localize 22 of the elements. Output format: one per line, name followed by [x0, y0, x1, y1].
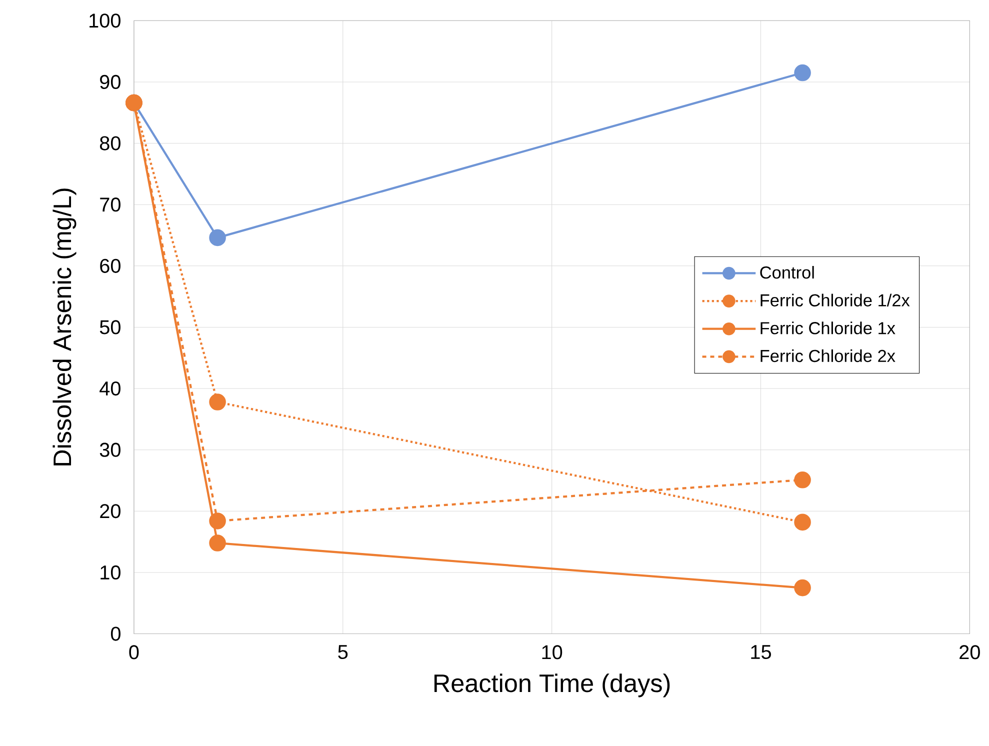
x-tick-label: 20 — [960, 644, 980, 660]
x-tick-label: 15 — [751, 644, 771, 659]
legend-label: Control — [760, 266, 814, 278]
y-tick-label: 90 — [100, 74, 120, 89]
x-tick-label: 0 — [129, 644, 139, 660]
x-axis-title: Reaction Time (days) — [434, 673, 670, 697]
y-tick-label: 10 — [100, 565, 120, 580]
y-tick-label: 0 — [110, 626, 120, 641]
y-tick-label: 20 — [100, 504, 120, 518]
x-tick-label: 10 — [542, 644, 562, 660]
y-tick-label: 80 — [100, 136, 120, 150]
y-axis-title: Dissolved Arsenic (mg/L) — [52, 188, 76, 466]
legend-label: Ferric Chloride 1x — [760, 321, 896, 334]
y-tick-label: 30 — [100, 442, 120, 457]
x-tick-label: 5 — [338, 644, 348, 659]
legend-label: Ferric Chloride 1/2x — [760, 294, 910, 306]
y-tick-label: 70 — [100, 197, 120, 212]
y-tick-label: 60 — [100, 258, 120, 273]
y-tick-label: 100 — [90, 13, 120, 28]
y-tick-label: 50 — [100, 320, 120, 334]
y-tick-label: 40 — [100, 381, 120, 396]
legend-label: Ferric Chloride 2x — [760, 349, 896, 362]
